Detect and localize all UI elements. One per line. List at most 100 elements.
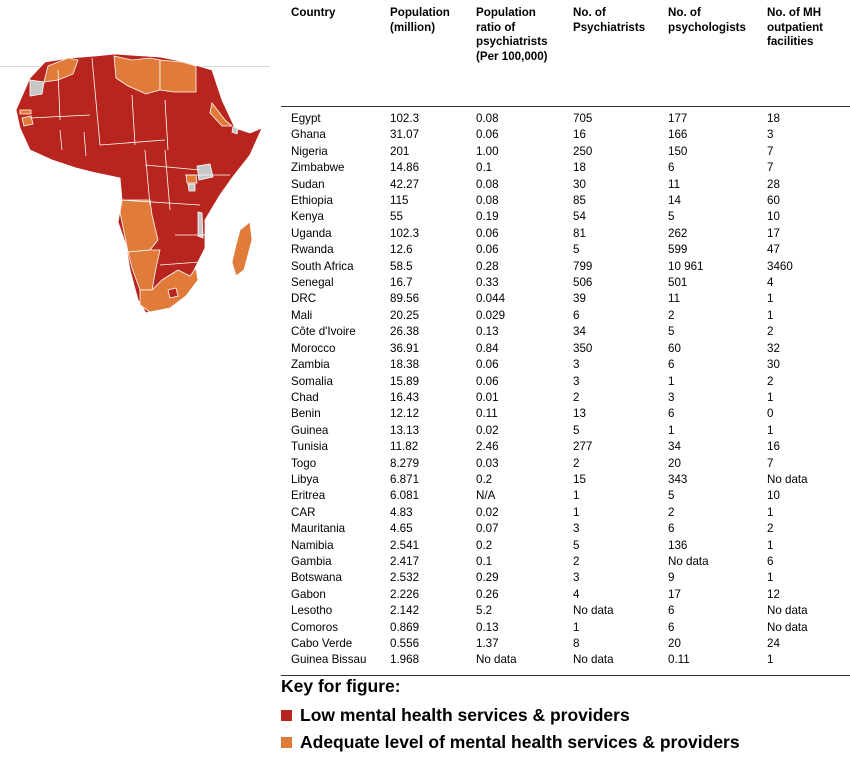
cell-psychiatrist-ratio: N/A xyxy=(476,489,496,503)
header-psychiatrists: No. of Psychiatrists xyxy=(573,6,646,34)
cell-psychiatrist-ratio: 0.06 xyxy=(476,243,499,257)
map-region-djibouti xyxy=(231,126,239,135)
cell-psychiatrists: 3 xyxy=(573,522,580,536)
cell-country: Eritrea xyxy=(291,489,326,503)
cell-outpatient-facilities: 28 xyxy=(767,177,780,191)
cell-psychiatrist-ratio: 5.2 xyxy=(476,604,493,618)
cell-population: 1.968 xyxy=(390,653,420,667)
key-label-low: Low mental health services & providers xyxy=(300,705,630,725)
cell-outpatient-facilities: 3 xyxy=(767,128,774,142)
cell-country: Zimbabwe xyxy=(291,161,345,175)
map-region-rwanda xyxy=(185,174,198,184)
table-row: Côte d'Ivoire 26.38 0.13 34 5 2 xyxy=(281,324,850,340)
table-row: Lesotho 2.142 5.2 No data 6 No data xyxy=(281,603,850,619)
cell-psychiatrist-ratio: 0.06 xyxy=(476,374,499,388)
header-psychologists: No. of psychologists xyxy=(668,6,746,34)
map-region-malawi xyxy=(197,211,204,239)
cell-psychiatrist-ratio: 0.03 xyxy=(476,456,499,470)
table-row: Egypt 102.3 0.08 705 177 18 xyxy=(281,107,850,128)
cell-country: South Africa xyxy=(291,259,354,273)
cell-psychiatrists: 6 xyxy=(573,308,580,322)
map-region-namibia xyxy=(127,249,161,291)
cell-population: 0.556 xyxy=(390,637,420,650)
cell-psychologists: 177 xyxy=(668,112,688,125)
key-item-adequate: Adequate level of mental health services… xyxy=(281,732,850,753)
cell-outpatient-facilities: 3460 xyxy=(767,259,793,273)
cell-psychologists: 5 xyxy=(668,325,675,339)
map-region-eritrea xyxy=(209,102,234,127)
table-row: Sudan 42.27 0.08 30 11 28 xyxy=(281,177,850,193)
cell-country: Cabo Verde xyxy=(291,637,353,650)
cell-psychiatrist-ratio: 0.2 xyxy=(476,472,493,486)
cell-population: 14.86 xyxy=(390,161,420,175)
cell-psychologists: 2 xyxy=(668,505,675,519)
cell-population: 11.82 xyxy=(390,440,419,454)
cell-psychologists: 136 xyxy=(668,538,688,552)
cell-psychiatrist-ratio: 1.00 xyxy=(476,144,499,158)
mental-health-table: Country Population (million) Population … xyxy=(281,0,850,669)
cell-psychologists: 6 xyxy=(668,604,675,618)
cell-psychiatrist-ratio: 0.08 xyxy=(476,177,499,191)
table-row: CAR 4.83 0.02 1 2 1 xyxy=(281,505,850,521)
table-row: Guinea Bissau 1.968 No data No data 0.11 1 xyxy=(281,652,850,668)
table-row: Comoros 0.869 0.13 1 6 No data xyxy=(281,620,850,636)
cell-psychiatrist-ratio: No data xyxy=(476,653,517,667)
cell-psychiatrist-ratio: 0.02 xyxy=(476,423,499,437)
cell-psychiatrists: 30 xyxy=(573,177,586,191)
cell-psychiatrists: 15 xyxy=(573,472,586,486)
country-border xyxy=(159,261,201,266)
cell-outpatient-facilities: 30 xyxy=(767,358,780,372)
cell-psychologists: 5 xyxy=(668,489,675,503)
cell-psychologists: 166 xyxy=(668,128,688,142)
cell-psychiatrists: 705 xyxy=(573,112,593,125)
cell-psychiatrists: 1 xyxy=(573,620,580,634)
cell-population: 55 xyxy=(390,210,403,224)
cell-psychiatrists: 13 xyxy=(573,407,586,421)
cell-psychologists: 343 xyxy=(668,472,688,486)
cell-country: Botswana xyxy=(291,571,342,585)
cell-country: CAR xyxy=(291,505,316,519)
table-row: Morocco 36.91 0.84 350 60 32 xyxy=(281,341,850,357)
cell-psychologists: 9 xyxy=(668,571,675,585)
table-row: Uganda 102.3 0.06 81 262 17 xyxy=(281,226,850,242)
cell-country: Mauritania xyxy=(291,522,346,536)
cell-psychiatrist-ratio: 0.07 xyxy=(476,522,499,536)
cell-psychiatrists: 34 xyxy=(573,325,586,339)
cell-outpatient-facilities: 2 xyxy=(767,522,774,536)
table-row: Nigeria 201 1.00 250 150 7 xyxy=(281,144,850,160)
cell-country: Zambia xyxy=(291,358,330,372)
cell-population: 201 xyxy=(390,144,410,158)
cell-psychiatrist-ratio: 0.11 xyxy=(476,407,498,421)
cell-population: 2.142 xyxy=(390,604,420,618)
cell-psychiatrists: 2 xyxy=(573,456,580,470)
cell-outpatient-facilities: 1 xyxy=(767,538,774,552)
cell-outpatient-facilities: 1 xyxy=(767,653,774,667)
cell-psychiatrists: 3 xyxy=(573,374,580,388)
country-border xyxy=(164,99,169,151)
cell-population: 42.27 xyxy=(390,177,420,191)
cell-psychiatrists: 18 xyxy=(573,161,586,175)
cell-population: 2.541 xyxy=(390,538,420,552)
cell-country: Lesotho xyxy=(291,604,333,618)
country-border xyxy=(57,69,61,121)
cell-psychologists: 6 xyxy=(668,161,675,175)
cell-country: Kenya xyxy=(291,210,324,224)
cell-outpatient-facilities: 17 xyxy=(767,226,780,240)
table-row: Gabon 2.226 0.26 4 17 12 xyxy=(281,587,850,603)
cell-psychologists: 150 xyxy=(668,144,688,158)
table-row: Eritrea 6.081 N/A 1 5 10 xyxy=(281,488,850,504)
cell-psychologists: 10 961 xyxy=(668,259,704,273)
cell-psychologists: 11 xyxy=(668,177,681,191)
cell-outpatient-facilities: 12 xyxy=(767,587,780,601)
map-region-gambia xyxy=(19,109,32,115)
cell-psychologists: 20 xyxy=(668,637,681,650)
table-header-row: Country Population (million) Population … xyxy=(281,0,850,107)
cell-psychologists: 6 xyxy=(668,407,675,421)
cell-outpatient-facilities: 7 xyxy=(767,456,774,470)
cell-country: Togo xyxy=(291,456,317,470)
cell-country: Mali xyxy=(291,308,313,322)
table-bottom-rule xyxy=(281,674,850,676)
cell-psychiatrists: 1 xyxy=(573,505,580,519)
cell-outpatient-facilities: 6 xyxy=(767,554,774,568)
table-row: Rwanda 12.6 0.06 5 599 47 xyxy=(281,242,850,258)
